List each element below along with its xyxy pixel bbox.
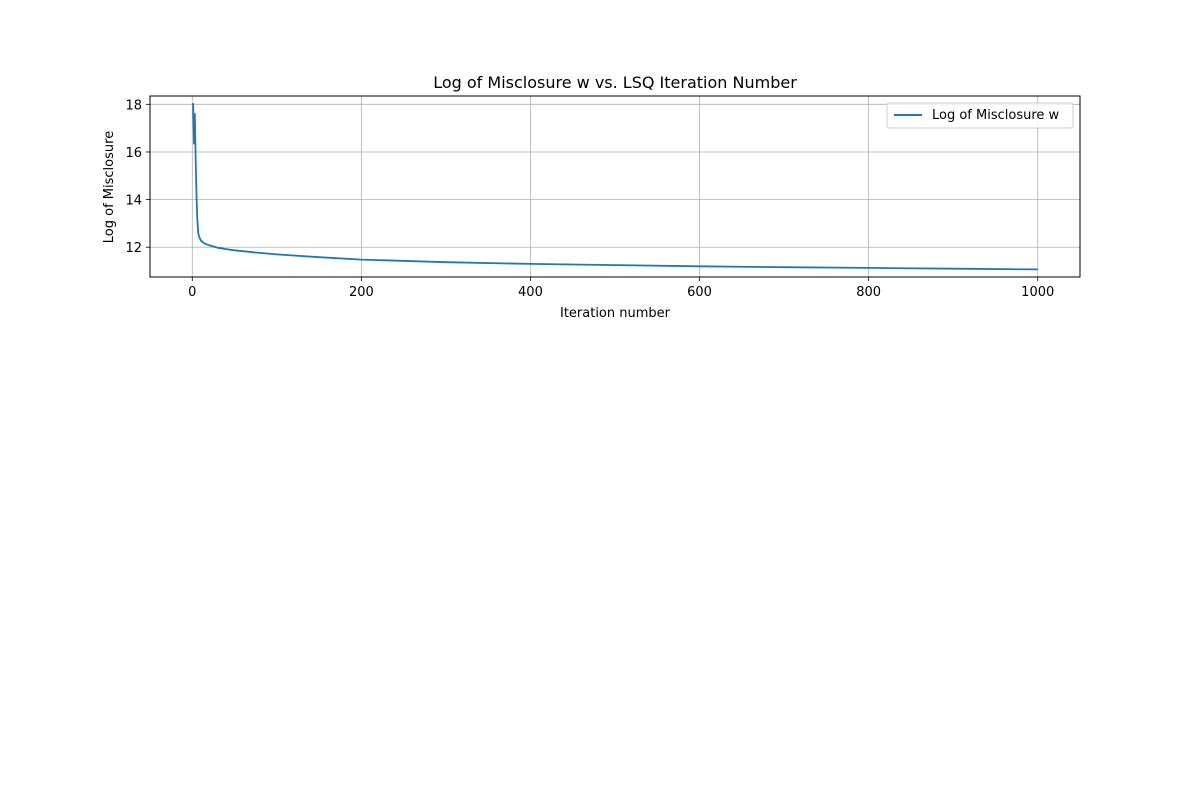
legend-box: [886, 102, 1074, 129]
chart-title: Log of Misclosure w vs. LSQ Iteration Nu…: [433, 73, 797, 92]
x-tick-label: 200: [349, 285, 374, 300]
plot-frame: [149, 95, 1081, 278]
y-tick-label: 18: [125, 98, 142, 113]
x-tick-label: 0: [188, 285, 196, 300]
y-tick-label: 12: [125, 241, 142, 256]
y-axis-label: Log of Misclosure: [102, 131, 117, 243]
series-line: [192, 103, 1038, 271]
x-tick-label: 400: [518, 285, 543, 300]
legend: Log of Misclosure w: [886, 102, 1074, 129]
series-layer: [192, 103, 1038, 271]
x-tick-label: 800: [856, 285, 881, 300]
x-tick-label: 600: [687, 285, 712, 300]
y-tick-label: 16: [125, 146, 142, 161]
axis-ticks: 0 200 400 600 800 1000 12 14 16 18: [125, 98, 1054, 300]
x-tick-label: 1000: [1021, 285, 1054, 300]
x-axis-label: Iteration number: [560, 306, 671, 321]
y-tick-label: 14: [125, 194, 142, 209]
legend-label: Log of Misclosure w: [932, 108, 1060, 123]
